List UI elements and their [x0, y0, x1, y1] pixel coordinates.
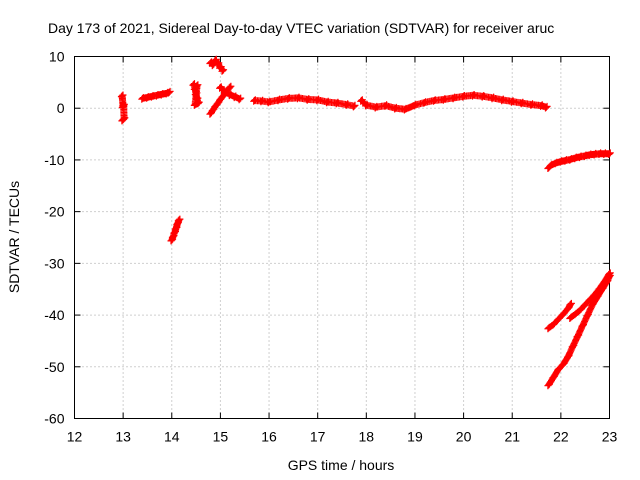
- x-tick-label: 20: [456, 429, 472, 445]
- series-markers: [117, 91, 129, 125]
- series-arc-15h: [216, 83, 245, 104]
- series-arc-14.5h: [189, 80, 203, 109]
- series-arc-21.8h-53: [544, 272, 614, 390]
- x-tick-label: 23: [602, 429, 618, 445]
- series-markers: [206, 55, 228, 75]
- y-axis-label: SDTVAR / TECUs: [6, 181, 22, 293]
- x-tick-label: 22: [553, 429, 569, 445]
- y-tick-label: -10: [44, 152, 64, 168]
- y-tick-label: -40: [44, 307, 64, 323]
- series-markers: [189, 80, 203, 109]
- series-markers: [167, 215, 184, 245]
- ticks-layer: 12 13 14 15 16 17 18 19 20 21 22 23 10 0 -10 -20 -30 -40 -…: [44, 49, 617, 445]
- x-tick-label: 12: [67, 429, 83, 445]
- series-markers: [357, 91, 551, 114]
- x-tick-label: 19: [407, 429, 423, 445]
- series-arc-15.7h-17.8h: [250, 93, 359, 111]
- x-tick-label: 21: [504, 429, 520, 445]
- series-arc-14.9h-hi: [206, 55, 228, 75]
- grid-layer: [74, 56, 610, 419]
- series-markers: [544, 149, 614, 172]
- y-tick-label: -30: [44, 255, 64, 271]
- series-arc-14h-neg: [167, 215, 184, 245]
- y-tick-label: -20: [44, 204, 64, 220]
- series-markers: [250, 93, 359, 111]
- series-markers: [138, 87, 174, 103]
- series-layer: [117, 55, 614, 390]
- chart-title: Day 173 of 2021, Sidereal Day-to-day VTE…: [48, 20, 554, 36]
- x-tick-label: 14: [164, 429, 180, 445]
- y-tick-label: 10: [49, 49, 65, 65]
- x-axis-label: GPS time / hours: [288, 457, 395, 473]
- series-arc-13h: [117, 91, 129, 125]
- x-tick-label: 15: [213, 429, 229, 445]
- series-arc-22.2h-40: [566, 269, 614, 322]
- series-markers: [544, 272, 614, 390]
- x-tick-label: 17: [310, 429, 326, 445]
- plot-frame: [74, 56, 610, 419]
- x-tick-label: 13: [115, 429, 131, 445]
- series-arc-21.8h-23h: [544, 149, 614, 172]
- series-arc-13.4h: [138, 87, 174, 103]
- series-arc-21.8h-42: [544, 299, 575, 333]
- x-tick-label: 16: [261, 429, 277, 445]
- series-arc-17.9h-21.7h: [357, 91, 551, 114]
- y-tick-label: -50: [44, 359, 64, 375]
- y-tick-label: -60: [44, 411, 64, 427]
- y-tick-label: 0: [57, 100, 65, 116]
- x-tick-label: 18: [359, 429, 375, 445]
